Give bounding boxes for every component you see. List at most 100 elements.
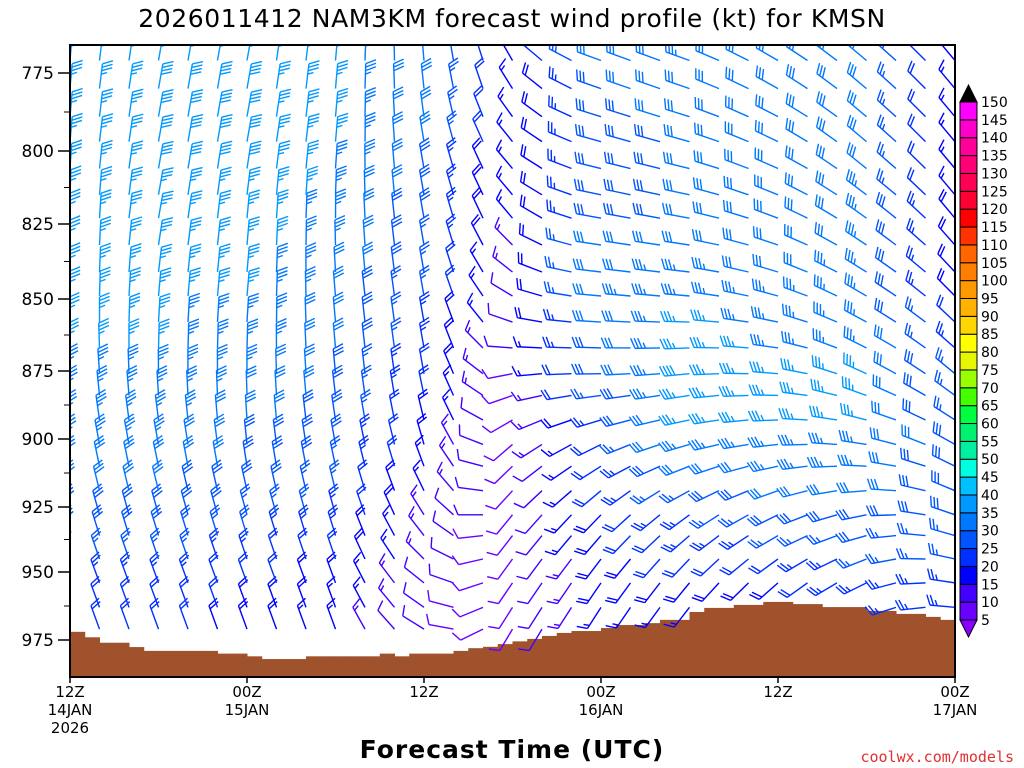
barb-full (750, 436, 758, 448)
barb-staff (502, 45, 514, 61)
barb-full (303, 396, 314, 403)
barb-full (337, 39, 347, 42)
barb-full (302, 441, 313, 450)
barb-full (187, 350, 199, 357)
barb-half (443, 395, 449, 402)
barb-full (269, 483, 279, 492)
barb-staff (520, 204, 543, 219)
barb-half (189, 255, 196, 259)
barb-full (362, 294, 373, 302)
barb-staff (546, 394, 572, 401)
barb-full (543, 418, 552, 428)
barb-half (336, 99, 343, 103)
barb-staff (445, 247, 455, 273)
barb-full (419, 190, 430, 198)
barb-full (842, 482, 850, 493)
wind-barb (688, 412, 720, 425)
barb-staff (98, 63, 104, 89)
wind-barb (447, 85, 458, 117)
terrain-bar (350, 656, 366, 677)
barb-full (446, 216, 457, 225)
barb-full (667, 283, 673, 295)
barb-staff (418, 370, 425, 396)
barb-full (71, 66, 83, 72)
wind-barb (352, 598, 366, 630)
colorbar-label: 45 (981, 470, 999, 486)
barb-half (612, 623, 619, 626)
barb-staff (216, 143, 223, 169)
wind-barb (724, 148, 749, 170)
y-tick-label: 975 (22, 631, 54, 651)
barb-full (696, 151, 700, 163)
barb-staff (152, 441, 160, 467)
barb-full (189, 296, 200, 302)
barb-full (448, 60, 459, 69)
barb-full (277, 249, 288, 255)
wind-barb (246, 189, 261, 219)
barb-full (813, 274, 816, 286)
barb-full (154, 441, 165, 450)
barb-staff (546, 346, 572, 349)
barb-full (571, 309, 577, 321)
wind-barb (364, 87, 376, 117)
barb-full (937, 243, 943, 255)
wind-barb (747, 410, 779, 422)
wind-barb (837, 454, 867, 467)
barb-staff (246, 247, 250, 273)
colorbar-box (959, 226, 978, 246)
barb-full (334, 245, 345, 252)
barb-full (843, 403, 847, 415)
barb-staff (752, 394, 779, 397)
barb-full (362, 272, 373, 279)
barb-full (99, 269, 111, 276)
barb-half (731, 314, 735, 321)
barb-half (845, 586, 851, 592)
barb-full (721, 566, 733, 574)
barb-staff (327, 511, 337, 536)
barb-half (789, 462, 794, 469)
barb-half (391, 300, 398, 305)
terrain-bar (70, 631, 86, 677)
barb-full (191, 216, 202, 221)
wind-barb (776, 558, 808, 573)
barb-full (364, 142, 376, 148)
barb-full (668, 231, 673, 243)
barb-full (308, 40, 319, 43)
colorbar-box (959, 137, 978, 157)
wind-barb (495, 139, 514, 169)
barb-full (279, 143, 290, 148)
barb-full (302, 389, 313, 396)
barb-staff (813, 534, 838, 545)
barb-full (248, 270, 260, 276)
barb-staff (361, 297, 366, 323)
barb-full (392, 167, 403, 175)
colorbar-label: 65 (981, 399, 999, 415)
barb-full (335, 191, 347, 198)
barb-half (853, 309, 856, 316)
wind-barb (516, 558, 543, 580)
barb-full (306, 195, 318, 201)
wind-barb (362, 214, 374, 246)
barb-full (272, 438, 283, 446)
barb-staff (786, 74, 808, 90)
barb-staff (187, 247, 192, 273)
barb-staff (526, 558, 543, 580)
barb-staff (490, 419, 513, 434)
barb-full (578, 336, 584, 348)
barb-full (447, 140, 457, 149)
barb-full (427, 590, 431, 602)
wind-barb (275, 189, 289, 219)
wind-barb (866, 478, 897, 492)
barb-staff (726, 514, 749, 528)
barb-full (481, 395, 490, 405)
barb-staff (785, 558, 808, 573)
barb-full (132, 60, 144, 65)
wind-barb (846, 89, 867, 118)
barb-full (70, 266, 81, 272)
barb-full (307, 165, 319, 171)
barb-full (574, 336, 581, 348)
barb-full (748, 384, 754, 396)
barb-half (910, 278, 914, 286)
barb-full (100, 215, 112, 221)
barb-full (671, 71, 674, 83)
